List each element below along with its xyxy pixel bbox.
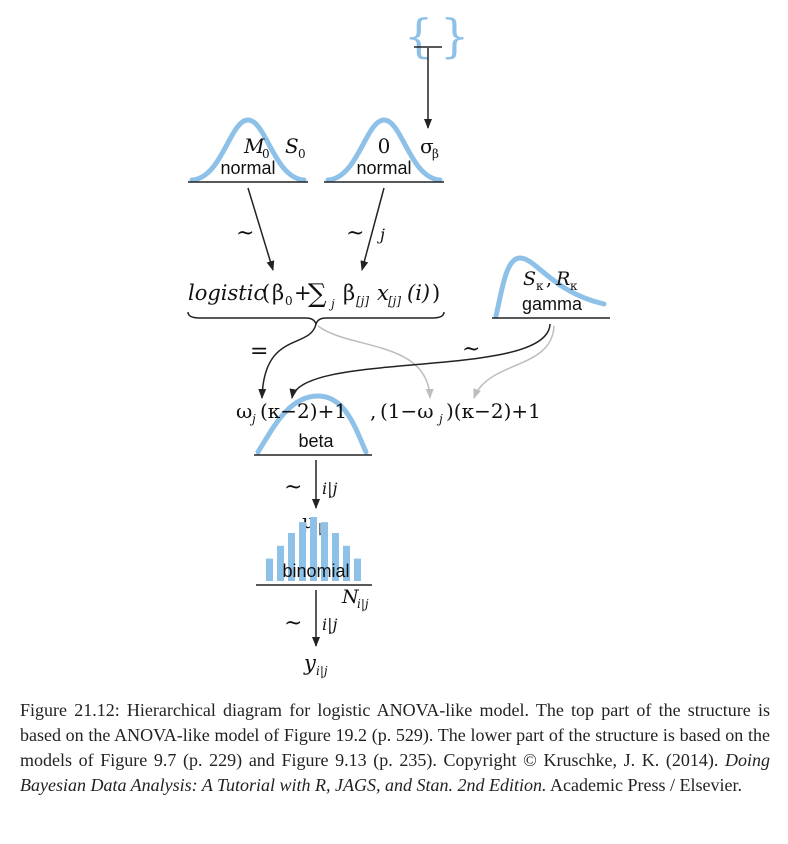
sum-sub: j (328, 297, 335, 311)
normal-label-b0: normal (220, 158, 275, 178)
caption-book-title: Doing Bayesian Data Analysis: A Tutorial… (20, 750, 770, 795)
mean-label-b0: M (243, 134, 265, 158)
gamma-curve (493, 255, 607, 319)
binomial-distribution: binomial N i|j (256, 517, 372, 611)
logistic-expression: logistic ( β 0 + ∑ j β [j] x [j] (i) ) (187, 279, 445, 327)
binomial-bar (332, 533, 339, 581)
beta-comma: , (370, 399, 376, 423)
x-arg: (i) (407, 281, 430, 305)
binomial-bars (266, 517, 361, 581)
mean-sub-b0: 0 (262, 147, 270, 161)
beta-b-open: (1−ω (380, 399, 434, 423)
normal-curve-bj (325, 117, 443, 183)
tilde-binomial: ~ (284, 611, 302, 636)
mean-label-bj: 0 (378, 134, 391, 158)
equals-sign: = (250, 339, 268, 364)
beta-curve (255, 393, 369, 455)
binomial-bar (343, 545, 350, 581)
arrow-ij-index-1: i|j (322, 479, 338, 498)
gamma-label: gamma (522, 294, 583, 314)
tilde-b0: ~ (236, 221, 254, 246)
open-brace: { (404, 9, 433, 63)
betaj-sym: β (343, 281, 355, 305)
logistic-close-paren: ) (432, 281, 440, 305)
arrow-gamma-to-kappa-b (473, 325, 555, 399)
arrow-logistic-to-one-minus-omega (317, 325, 434, 399)
plus-sign: + (294, 281, 312, 305)
tilde-gamma: ~ (462, 337, 480, 362)
beta-a-rest: (κ−2)+1 (260, 399, 347, 423)
normal-prior-b0: M 0 S 0 normal (188, 117, 308, 183)
binomial-n-sub: i|j (357, 597, 369, 611)
binomial-bar (288, 533, 295, 581)
normal-label-bj: normal (356, 158, 411, 178)
normal-curve-b0 (189, 117, 307, 183)
gamma-rate-sub: κ (570, 279, 578, 293)
binomial-bar (321, 522, 328, 581)
betaj-sub: [j] (356, 294, 369, 308)
arrow-j-index: j (377, 225, 385, 244)
sd-label-b0: S (285, 134, 299, 158)
caption-text-1: Figure 21.12: Hierarchical diagram for l… (20, 700, 770, 770)
mu-sub: i|j (314, 521, 326, 535)
gamma-prior: S κ , R κ gamma (492, 255, 610, 319)
x-sym: x (377, 281, 389, 305)
hierarchical-diagram: { } M 0 S 0 normal 0 σ β normal ~ ~ j lo… (187, 9, 610, 678)
binomial-bar (354, 558, 361, 581)
beta-b-rest: )(κ−2)+1 (446, 399, 541, 423)
binomial-bar (277, 545, 284, 581)
x-sub: [j] (388, 294, 401, 308)
beta-b-sub: j (436, 412, 443, 426)
logistic-open-paren: ( (262, 281, 270, 305)
underbrace (187, 311, 445, 327)
binomial-bar (299, 522, 306, 581)
arrow-ij-index-2: i|j (322, 615, 338, 634)
arrow-bj-prior (360, 187, 385, 271)
sd-label-bj: σ (420, 134, 434, 158)
gamma-rate: R (555, 268, 570, 290)
binomial-bar (310, 517, 317, 581)
beta-label: beta (298, 431, 334, 451)
figure-caption: Figure 21.12: Hierarchical diagram for l… (20, 698, 770, 798)
binomial-bar (266, 558, 273, 581)
tilde-bj: ~ (346, 221, 364, 246)
gamma-shape-sub: κ (536, 279, 544, 293)
arrow-logistic-to-omega (258, 323, 317, 399)
top-constant-node: { } (404, 9, 469, 63)
beta-distribution: ω j (κ−2)+1 , (1−ω j )(κ−2)+1 beta (236, 393, 541, 456)
normal-prior-bj: 0 σ β normal (324, 117, 444, 183)
tilde-beta: ~ (284, 475, 302, 500)
arrow-gamma-to-kappa-a (289, 323, 551, 399)
sd-sub-bj: β (432, 147, 439, 161)
omega-sub: j (249, 412, 256, 426)
beta0-sym: β (272, 281, 284, 305)
y-sub: i|j (316, 664, 328, 678)
y-sym: y (303, 651, 317, 675)
sum-sign: ∑ (308, 279, 327, 309)
caption-text-2: Academic Press / Elsevier. (546, 775, 742, 795)
close-brace: } (440, 9, 469, 63)
gamma-comma: , (546, 268, 552, 290)
logistic-fn: logistic (188, 281, 265, 305)
binomial-n: N (341, 586, 360, 608)
gamma-shape: S (523, 268, 536, 290)
arrow-b0-prior (247, 187, 275, 271)
omega-sym: ω (236, 399, 252, 423)
sd-sub-b0: 0 (298, 147, 306, 161)
beta0-sub: 0 (285, 294, 293, 308)
binomial-label: binomial (282, 561, 349, 581)
